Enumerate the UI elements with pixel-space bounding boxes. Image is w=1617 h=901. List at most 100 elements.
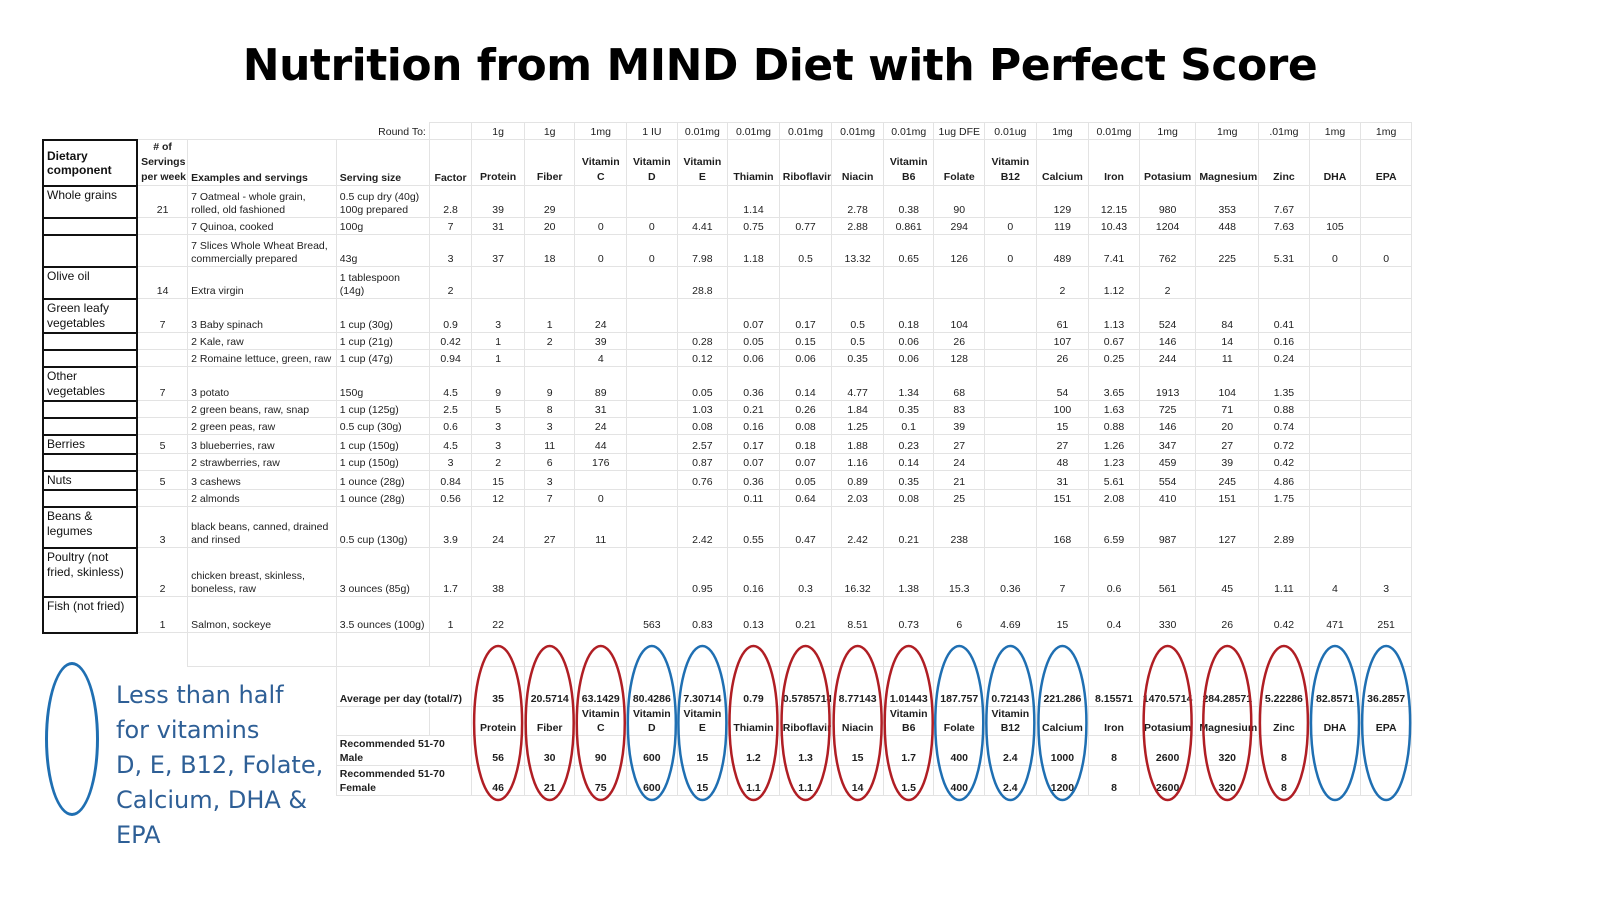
example-cell: 2 Kale, raw bbox=[187, 332, 337, 350]
summary-value: 75 bbox=[574, 765, 628, 796]
table-row: Whole grains 21 7 Oatmeal - whole grain, r… bbox=[41, 184, 1412, 219]
empty-cell bbox=[428, 632, 473, 667]
value-cell: 0.18 bbox=[882, 298, 935, 333]
value-cell: 146 bbox=[1138, 332, 1197, 350]
round-to-value: 1ug DFE bbox=[933, 122, 986, 140]
header-line: Riboflavin bbox=[782, 722, 832, 734]
value-cell: 7.41 bbox=[1088, 234, 1140, 267]
summary-value: 320 bbox=[1195, 765, 1260, 796]
column-header-factor: Factor bbox=[428, 139, 473, 186]
value-cell: 1 bbox=[471, 349, 525, 367]
value-cell: 561 bbox=[1138, 547, 1197, 597]
header-line: Magnesium bbox=[1199, 171, 1258, 183]
value-cell bbox=[626, 470, 678, 490]
summary-value: 8.77143 bbox=[831, 666, 884, 707]
round-to-value: .01mg bbox=[1258, 122, 1310, 140]
value-cell bbox=[727, 266, 780, 299]
value-cell bbox=[626, 298, 678, 333]
value-cell bbox=[1308, 470, 1362, 490]
value-cell: 1.88 bbox=[831, 434, 884, 454]
round-to-value: 0.01ug bbox=[984, 122, 1037, 140]
value-cell bbox=[984, 366, 1037, 401]
column-header-nutrient: Zinc bbox=[1258, 139, 1310, 186]
serving-size-cell: 150g bbox=[335, 366, 430, 401]
value-cell: 31 bbox=[471, 217, 525, 235]
serving-size-cell: 1 cup (125g) bbox=[335, 400, 430, 418]
value-cell: 563 bbox=[626, 596, 678, 633]
example-cell: 2 strawberries, raw bbox=[187, 453, 337, 471]
summary-value: 15 bbox=[676, 735, 729, 766]
empty-cell bbox=[676, 632, 729, 667]
round-to-value: 0.01mg bbox=[778, 122, 833, 140]
component-cell: Green leafy vegetables bbox=[41, 297, 139, 334]
value-cell bbox=[984, 332, 1037, 350]
header-line: Vitamin bbox=[991, 156, 1030, 168]
empty-cell bbox=[428, 706, 473, 736]
example-cell: 3 potato bbox=[187, 366, 337, 401]
empty-cell bbox=[428, 122, 473, 140]
column-header-nutrient: Potasium bbox=[1138, 139, 1197, 186]
header-line: Vitamin bbox=[632, 156, 671, 168]
value-cell: 0.16 bbox=[1258, 332, 1310, 350]
servings-cell: 14 bbox=[136, 266, 189, 299]
servings-cell: 21 bbox=[136, 185, 189, 218]
value-cell bbox=[626, 453, 678, 471]
summary-value: 8 bbox=[1088, 735, 1140, 766]
value-cell: 3 bbox=[471, 417, 525, 435]
summary-value: 1.7 bbox=[882, 735, 935, 766]
empty-cell bbox=[727, 632, 780, 667]
empty-cell bbox=[335, 706, 430, 736]
header-line: Vitamin bbox=[581, 708, 620, 720]
summary-value: 15 bbox=[831, 735, 884, 766]
example-cell: black beans, canned, drained and rinsed bbox=[187, 506, 337, 548]
value-cell bbox=[984, 434, 1037, 454]
value-cell: 2.03 bbox=[831, 489, 884, 507]
value-cell bbox=[1360, 400, 1412, 418]
factor-cell: 0.9 bbox=[428, 298, 473, 333]
value-cell: 4.86 bbox=[1258, 470, 1310, 490]
value-cell: 90 bbox=[933, 185, 986, 218]
value-cell: 2 bbox=[1138, 266, 1197, 299]
value-cell: 0.88 bbox=[1088, 417, 1140, 435]
summary-value: 35 bbox=[471, 666, 525, 707]
value-cell: 24 bbox=[574, 298, 628, 333]
header-line: Vitamin bbox=[683, 708, 722, 720]
column-header-serving-size: Serving size bbox=[335, 139, 430, 186]
value-cell: 0.861 bbox=[882, 217, 935, 235]
value-cell: 0.3 bbox=[778, 547, 833, 597]
servings-cell bbox=[136, 400, 189, 418]
value-cell: 61 bbox=[1035, 298, 1090, 333]
header-line: C bbox=[596, 171, 605, 183]
value-cell: 14 bbox=[1195, 332, 1260, 350]
summary-value: 320 bbox=[1195, 735, 1260, 766]
value-cell bbox=[676, 185, 729, 218]
summary-value bbox=[1360, 735, 1412, 766]
summary-value: 1.3 bbox=[778, 735, 833, 766]
value-cell bbox=[1360, 489, 1412, 507]
empty-cell bbox=[43, 633, 137, 667]
summary-nutrient-header: Potasium bbox=[1138, 706, 1197, 736]
value-cell: 0.17 bbox=[727, 434, 780, 454]
value-cell: 2 bbox=[1035, 266, 1090, 299]
value-cell: 0.87 bbox=[676, 453, 729, 471]
value-cell bbox=[1360, 217, 1412, 235]
value-cell: 2.88 bbox=[831, 217, 884, 235]
summary-nutrient-header: Vitamin B6 bbox=[882, 706, 935, 736]
value-cell: 0.06 bbox=[882, 349, 935, 367]
column-header-nutrient: Vitamin B12 bbox=[984, 139, 1037, 186]
value-cell: 0.06 bbox=[882, 332, 935, 350]
value-cell bbox=[1308, 400, 1362, 418]
component-cell: Other vegetables bbox=[41, 365, 139, 402]
summary-nutrient-header: Folate bbox=[933, 706, 986, 736]
header-line: Zinc bbox=[1273, 722, 1295, 734]
value-cell: 353 bbox=[1195, 185, 1260, 218]
empty-cell bbox=[1195, 632, 1260, 667]
empty-cell bbox=[778, 632, 833, 667]
summary-value bbox=[1308, 765, 1362, 796]
table-row: 2 strawberries, raw 1 cup (150g) 3 2 6 176 0.8… bbox=[41, 452, 1412, 472]
example-cell: 7 Slices Whole Wheat Bread, commercially… bbox=[187, 234, 337, 267]
value-cell: 31 bbox=[1035, 470, 1090, 490]
serving-size-cell: 0.5 cup dry (40g) 100g prepared bbox=[335, 185, 430, 218]
value-cell bbox=[626, 185, 678, 218]
header-line: Potasium bbox=[1143, 171, 1192, 183]
